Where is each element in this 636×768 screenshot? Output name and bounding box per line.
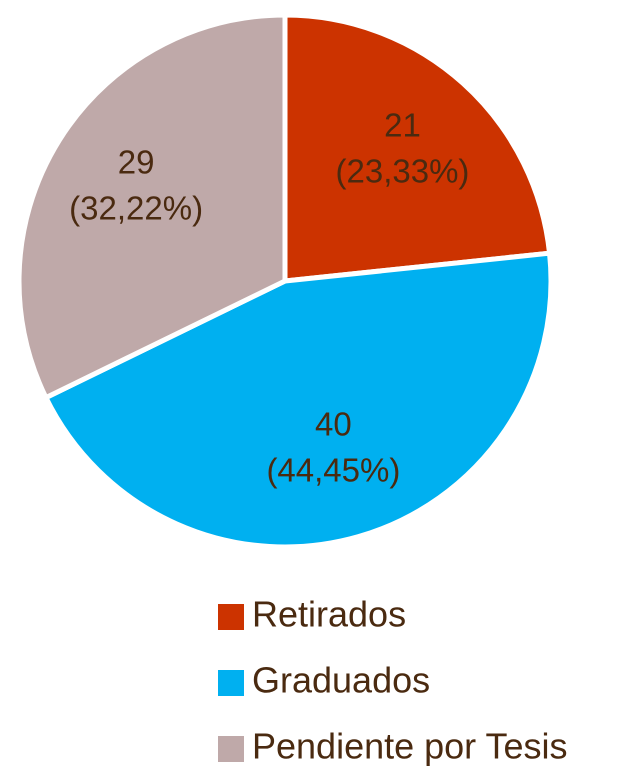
percent-label: (23,33%) — [336, 152, 470, 189]
legend-swatch — [218, 736, 244, 762]
value-label: 40 — [315, 405, 352, 442]
legend-label: Retirados — [252, 594, 406, 635]
pie-slice — [282, 12, 553, 284]
value-label: 21 — [384, 106, 421, 143]
percent-label: (44,45%) — [266, 451, 400, 488]
value-label: 29 — [118, 144, 155, 181]
legend-swatch — [218, 604, 244, 630]
legend-label: Pendiente por Tesis — [252, 726, 568, 767]
legend-swatch — [218, 670, 244, 696]
percent-label: (32,22%) — [69, 190, 203, 227]
pie-slice — [16, 12, 288, 401]
legend-label: Graduados — [252, 660, 430, 701]
pie-slice — [43, 250, 554, 550]
